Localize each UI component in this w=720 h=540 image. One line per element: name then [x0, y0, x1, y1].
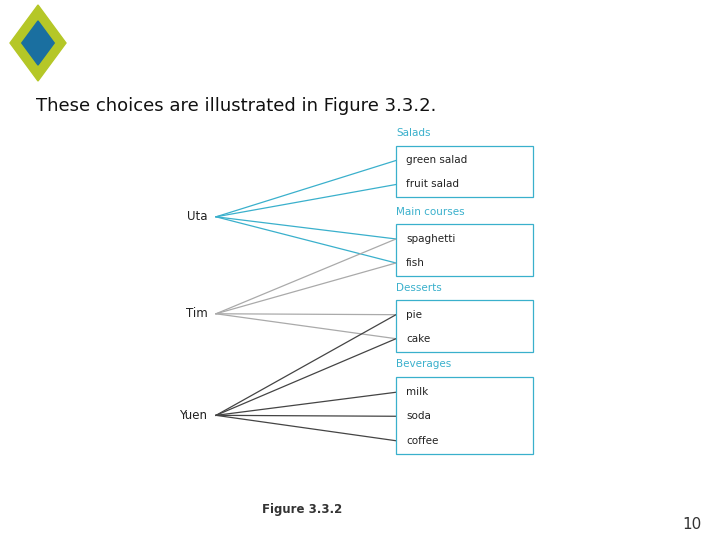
Text: Example 3 – Interpreting Multiply-Quantified Statements: Example 3 – Interpreting Multiply-Quanti…: [54, 33, 631, 51]
Text: 10: 10: [683, 517, 702, 532]
Text: Tim: Tim: [186, 307, 207, 320]
FancyBboxPatch shape: [396, 300, 533, 352]
Text: Uta: Uta: [187, 210, 207, 224]
Text: These choices are illustrated in Figure 3.3.2.: These choices are illustrated in Figure …: [36, 97, 436, 115]
Polygon shape: [22, 21, 54, 65]
Text: Figure 3.3.2: Figure 3.3.2: [262, 503, 343, 516]
Text: pie: pie: [406, 310, 422, 320]
FancyBboxPatch shape: [396, 146, 533, 198]
Text: Yuen: Yuen: [179, 409, 207, 422]
Text: Beverages: Beverages: [396, 359, 451, 369]
Text: coffee: coffee: [406, 436, 438, 446]
Text: spaghetti: spaghetti: [406, 234, 456, 244]
FancyBboxPatch shape: [396, 377, 533, 454]
Text: cont’d: cont’d: [662, 58, 702, 71]
Text: fruit salad: fruit salad: [406, 179, 459, 190]
FancyBboxPatch shape: [396, 224, 533, 276]
Text: fish: fish: [406, 258, 425, 268]
Text: green salad: green salad: [406, 156, 467, 165]
Text: Salads: Salads: [396, 129, 431, 138]
Text: soda: soda: [406, 411, 431, 421]
Text: cake: cake: [406, 334, 431, 343]
Text: milk: milk: [406, 387, 428, 397]
Polygon shape: [10, 5, 66, 81]
Text: Main courses: Main courses: [396, 207, 464, 217]
Text: Desserts: Desserts: [396, 283, 442, 293]
